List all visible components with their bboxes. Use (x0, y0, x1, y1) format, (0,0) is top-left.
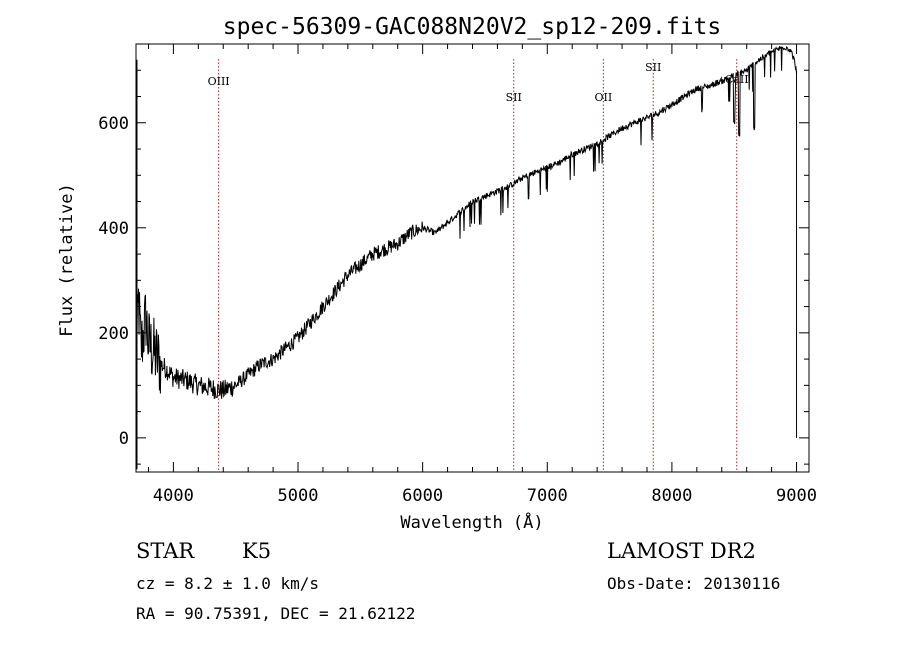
y-axis-label: Flux (relative) (57, 183, 77, 337)
x-tick-label: 8000 (651, 486, 692, 506)
ticks-layer: 4000 5000 6000 7000 8000 9000 0 200 400 600 (98, 43, 817, 506)
coordinates: RA = 90.75391, DEC = 21.62122 (136, 604, 415, 623)
spectral-line-label: OII (595, 91, 613, 104)
object-class: STAR (136, 539, 195, 563)
x-tick-label: 6000 (402, 486, 443, 506)
spectral-line-label: SII (645, 61, 661, 74)
cz-value: cz = 8.2 ± 1.0 km/s (136, 574, 319, 593)
spectrum-line (135, 45, 797, 400)
x-tick-label: 5000 (278, 486, 319, 506)
y-tick-label: 200 (98, 324, 129, 344)
y-tick-label: 0 (119, 429, 129, 449)
obs-date: Obs-Date: 20130116 (607, 574, 780, 593)
x-axis-label: Wavelength (Å) (400, 511, 543, 533)
y-tick-label: 600 (98, 114, 129, 134)
x-tick-label: 4000 (153, 486, 194, 506)
x-tick-label: 7000 (527, 486, 568, 506)
chart-title: spec-56309-GAC088N20V2_sp12-209.fits (223, 14, 722, 40)
y-tick-label: 400 (98, 219, 129, 239)
survey-name: LAMOST DR2 (607, 539, 756, 563)
series-layer (135, 45, 798, 470)
spectral-line-label: OIII (208, 75, 230, 88)
x-tick-label: 9000 (776, 486, 817, 506)
object-subclass: K5 (242, 539, 271, 563)
spectral-line-label: SII (506, 91, 522, 104)
